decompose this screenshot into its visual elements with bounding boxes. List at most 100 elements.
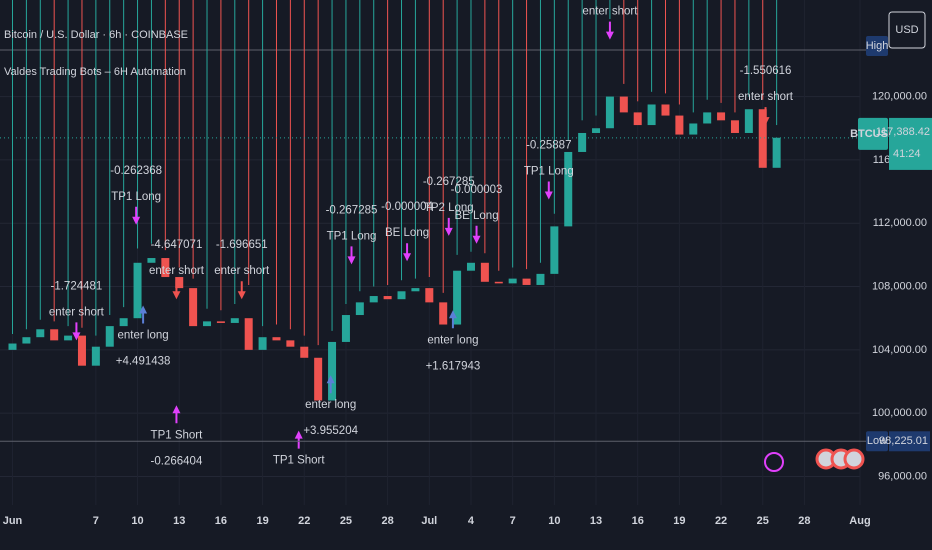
countdown: 41:24 [893, 148, 921, 160]
candle-body [466, 262, 475, 271]
icon[interactable] [843, 448, 865, 470]
low-badge [866, 431, 888, 452]
candle-body [675, 115, 684, 135]
candle-body [147, 258, 156, 263]
candle-body [619, 96, 628, 113]
candle-body [411, 288, 420, 292]
signal-label: -1.724481 [51, 280, 103, 292]
signal: -0.000004 BE Long [381, 201, 434, 262]
x-tick-label: 28 [382, 515, 394, 527]
last-price: 117,388.42 [876, 126, 930, 138]
signal-arrow [472, 225, 481, 244]
x-tick-label: Jul [421, 515, 437, 527]
candle-body [328, 341, 337, 401]
candle-body [730, 120, 739, 133]
signal: -0.267285 TP2 Long [423, 176, 475, 236]
x-tick-label: 10 [131, 515, 143, 527]
candle-body [189, 288, 198, 327]
candle-body [105, 326, 114, 347]
currency-box[interactable] [888, 11, 926, 49]
x-tick-label: 25 [340, 515, 352, 527]
signal-arrow [139, 305, 148, 324]
x-tick-label: 13 [173, 515, 185, 527]
x-tick-label: 19 [673, 515, 685, 527]
x-tick-label: 22 [298, 515, 310, 527]
signal-arrow [172, 405, 181, 424]
signal-label: -1.550616 [740, 65, 792, 77]
y-tick-label: 96,000.00 [878, 470, 927, 482]
signal-label: enter short [214, 265, 270, 277]
signal-label: TP1 Short [273, 455, 326, 467]
signal-label: BE Long [454, 210, 498, 222]
high-badge [866, 36, 888, 56]
y-tick-label: 104,000.00 [872, 344, 927, 356]
signal-arrow [544, 181, 553, 200]
signal-arrow [237, 281, 246, 300]
candle-body [244, 318, 253, 350]
candle-body [717, 112, 726, 121]
candle-body [578, 132, 587, 152]
signal: -0.000003 BE Long [451, 184, 503, 244]
candle-body [91, 346, 100, 366]
candle-body [397, 291, 406, 300]
signal-label: +3.955204 [303, 425, 358, 437]
signal-label: BE Long [385, 227, 429, 239]
signal-label: enter long [118, 330, 169, 342]
candle-body [133, 262, 142, 319]
signal-label: enter short [149, 265, 205, 277]
x-tick-label: 7 [93, 515, 99, 527]
x-tick-label: 16 [632, 515, 644, 527]
candle-body [161, 258, 170, 278]
x-tick-label: 13 [590, 515, 602, 527]
candle-body [661, 104, 670, 116]
signal-label: -4.647071 [151, 239, 203, 251]
x-tick-label: 10 [548, 515, 560, 527]
candle-body [216, 321, 225, 323]
x-tick-label: 25 [757, 515, 769, 527]
x-tick-label: 7 [510, 515, 516, 527]
signal-arrow [605, 21, 614, 40]
low-label: Low [867, 435, 887, 447]
candle-body [425, 288, 434, 303]
candle-body [633, 112, 642, 126]
signal-arrow [132, 206, 141, 225]
y-tick-label: 112,000.00 [873, 217, 927, 229]
candle-body [550, 226, 559, 274]
candle-body [703, 112, 712, 124]
signal-label: -1.696651 [216, 239, 268, 251]
signal: -0.25887 TP1 Long [524, 139, 574, 200]
x-tick-label: 28 [798, 515, 810, 527]
candle-body [258, 337, 267, 350]
candle-body [355, 302, 364, 316]
signal-arrow [444, 217, 453, 236]
y-tick-label: 108,000.00 [872, 280, 927, 292]
signal-arrow [403, 243, 412, 262]
signal: -0.262368 TP1 Long [110, 165, 162, 225]
signal-label: -0.25887 [526, 139, 571, 151]
candle-body [592, 128, 601, 133]
signal-label: -0.267285 [326, 204, 378, 216]
signal-label: enter long [427, 334, 478, 346]
signal: TP1 Short -0.266404 [151, 405, 203, 467]
indicator-icons [764, 448, 865, 472]
candle-body [772, 137, 781, 168]
candle-body [494, 281, 503, 284]
y-tick-label: 120,000.00 [872, 90, 927, 102]
signal: enter long +1.617943 [426, 310, 481, 372]
candle-body [564, 151, 573, 227]
icon[interactable] [764, 452, 784, 472]
signal-label: +1.617943 [426, 360, 481, 372]
last-symbol-badge [858, 117, 888, 150]
candle-body [341, 315, 350, 342]
signal-label: -0.000003 [451, 184, 503, 196]
signal: -1.696651 enter short [214, 239, 270, 300]
x-tick-label: Aug [849, 515, 870, 527]
candle-body [689, 123, 698, 135]
signal-arrow [326, 375, 335, 394]
signal-label: -0.266404 [151, 455, 203, 467]
signal-label: enter short [738, 91, 794, 103]
low-value: 98,225.01 [879, 435, 928, 447]
candle-body [647, 104, 656, 126]
candle-body [605, 96, 614, 129]
